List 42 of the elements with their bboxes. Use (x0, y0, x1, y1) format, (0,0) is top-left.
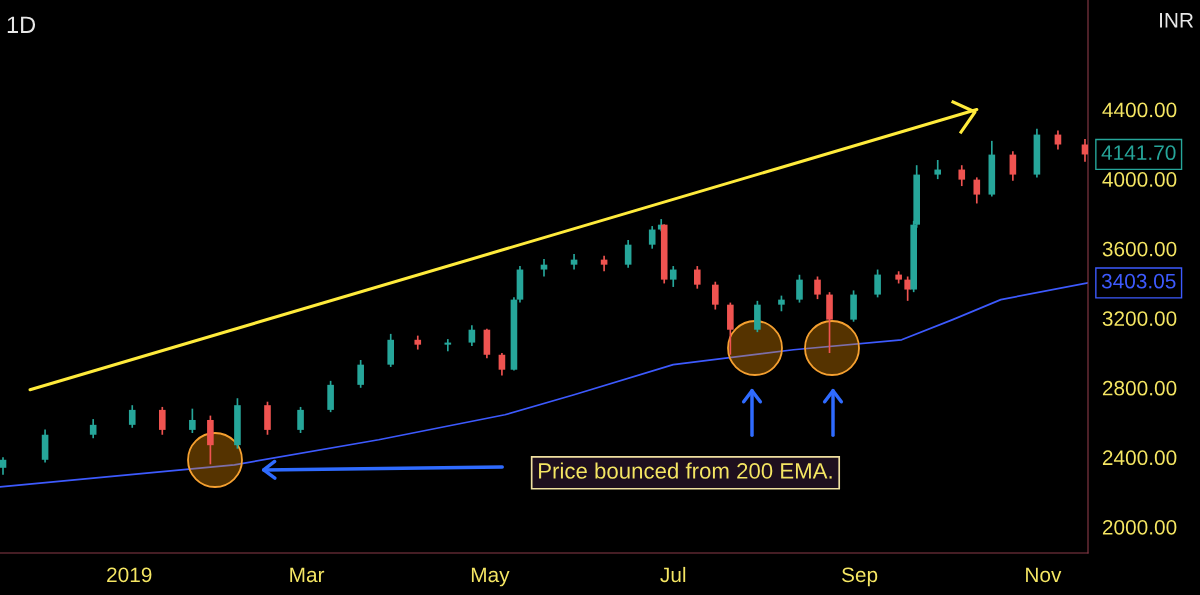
x-tick-label: 2019 (107, 567, 152, 583)
x-tick-label: Nov (1026, 567, 1062, 583)
y-tick-label: 3200.00 (1102, 311, 1177, 326)
y-tick-label: 4400.00 (1102, 102, 1177, 118)
annotation: 3403.05 (1101, 273, 1176, 289)
candlestick (648, 225, 656, 250)
candlestick (669, 265, 677, 288)
candlestick (297, 406, 304, 434)
x-tick-label: May (471, 567, 510, 587)
candlestick (712, 280, 719, 311)
candlestick (189, 407, 196, 434)
candlestick (357, 359, 364, 389)
candlestick (814, 275, 821, 300)
candlestick (89, 418, 97, 440)
x-tick-label: Sep (841, 567, 878, 587)
x-tick-label: Jul (660, 566, 686, 583)
candlestick (624, 239, 632, 269)
candlestick (128, 404, 136, 429)
candlestick (158, 406, 166, 436)
candlestick (874, 268, 881, 299)
y-axis-title: INR (1160, 13, 1194, 28)
y-tick-label: 2400.00 (1102, 450, 1177, 466)
y-tick-label: 4000.00 (1102, 172, 1177, 187)
line-series (0, 282, 1088, 488)
annotation: Price bounced from 200 EMA. (539, 462, 832, 479)
candlestick (973, 176, 981, 205)
candlestick (540, 258, 548, 278)
y-tick-label: 2800.00 (1102, 380, 1177, 396)
x-tick-label: Mar (290, 567, 325, 583)
candlestick (1054, 129, 1062, 151)
candlestick (958, 164, 966, 187)
y-tick-label: 2000.00 (1102, 519, 1177, 535)
text: 1D (7, 16, 36, 33)
candlestick (1009, 150, 1017, 182)
candlestick (904, 275, 911, 302)
candlestick (796, 273, 803, 304)
candlestick (498, 352, 506, 377)
candlestick (934, 159, 942, 180)
candlestick (468, 324, 476, 347)
candlestick (693, 265, 701, 290)
annotation: 4141.70 (1101, 145, 1176, 161)
y-tick-label: 3600.00 (1102, 241, 1177, 257)
